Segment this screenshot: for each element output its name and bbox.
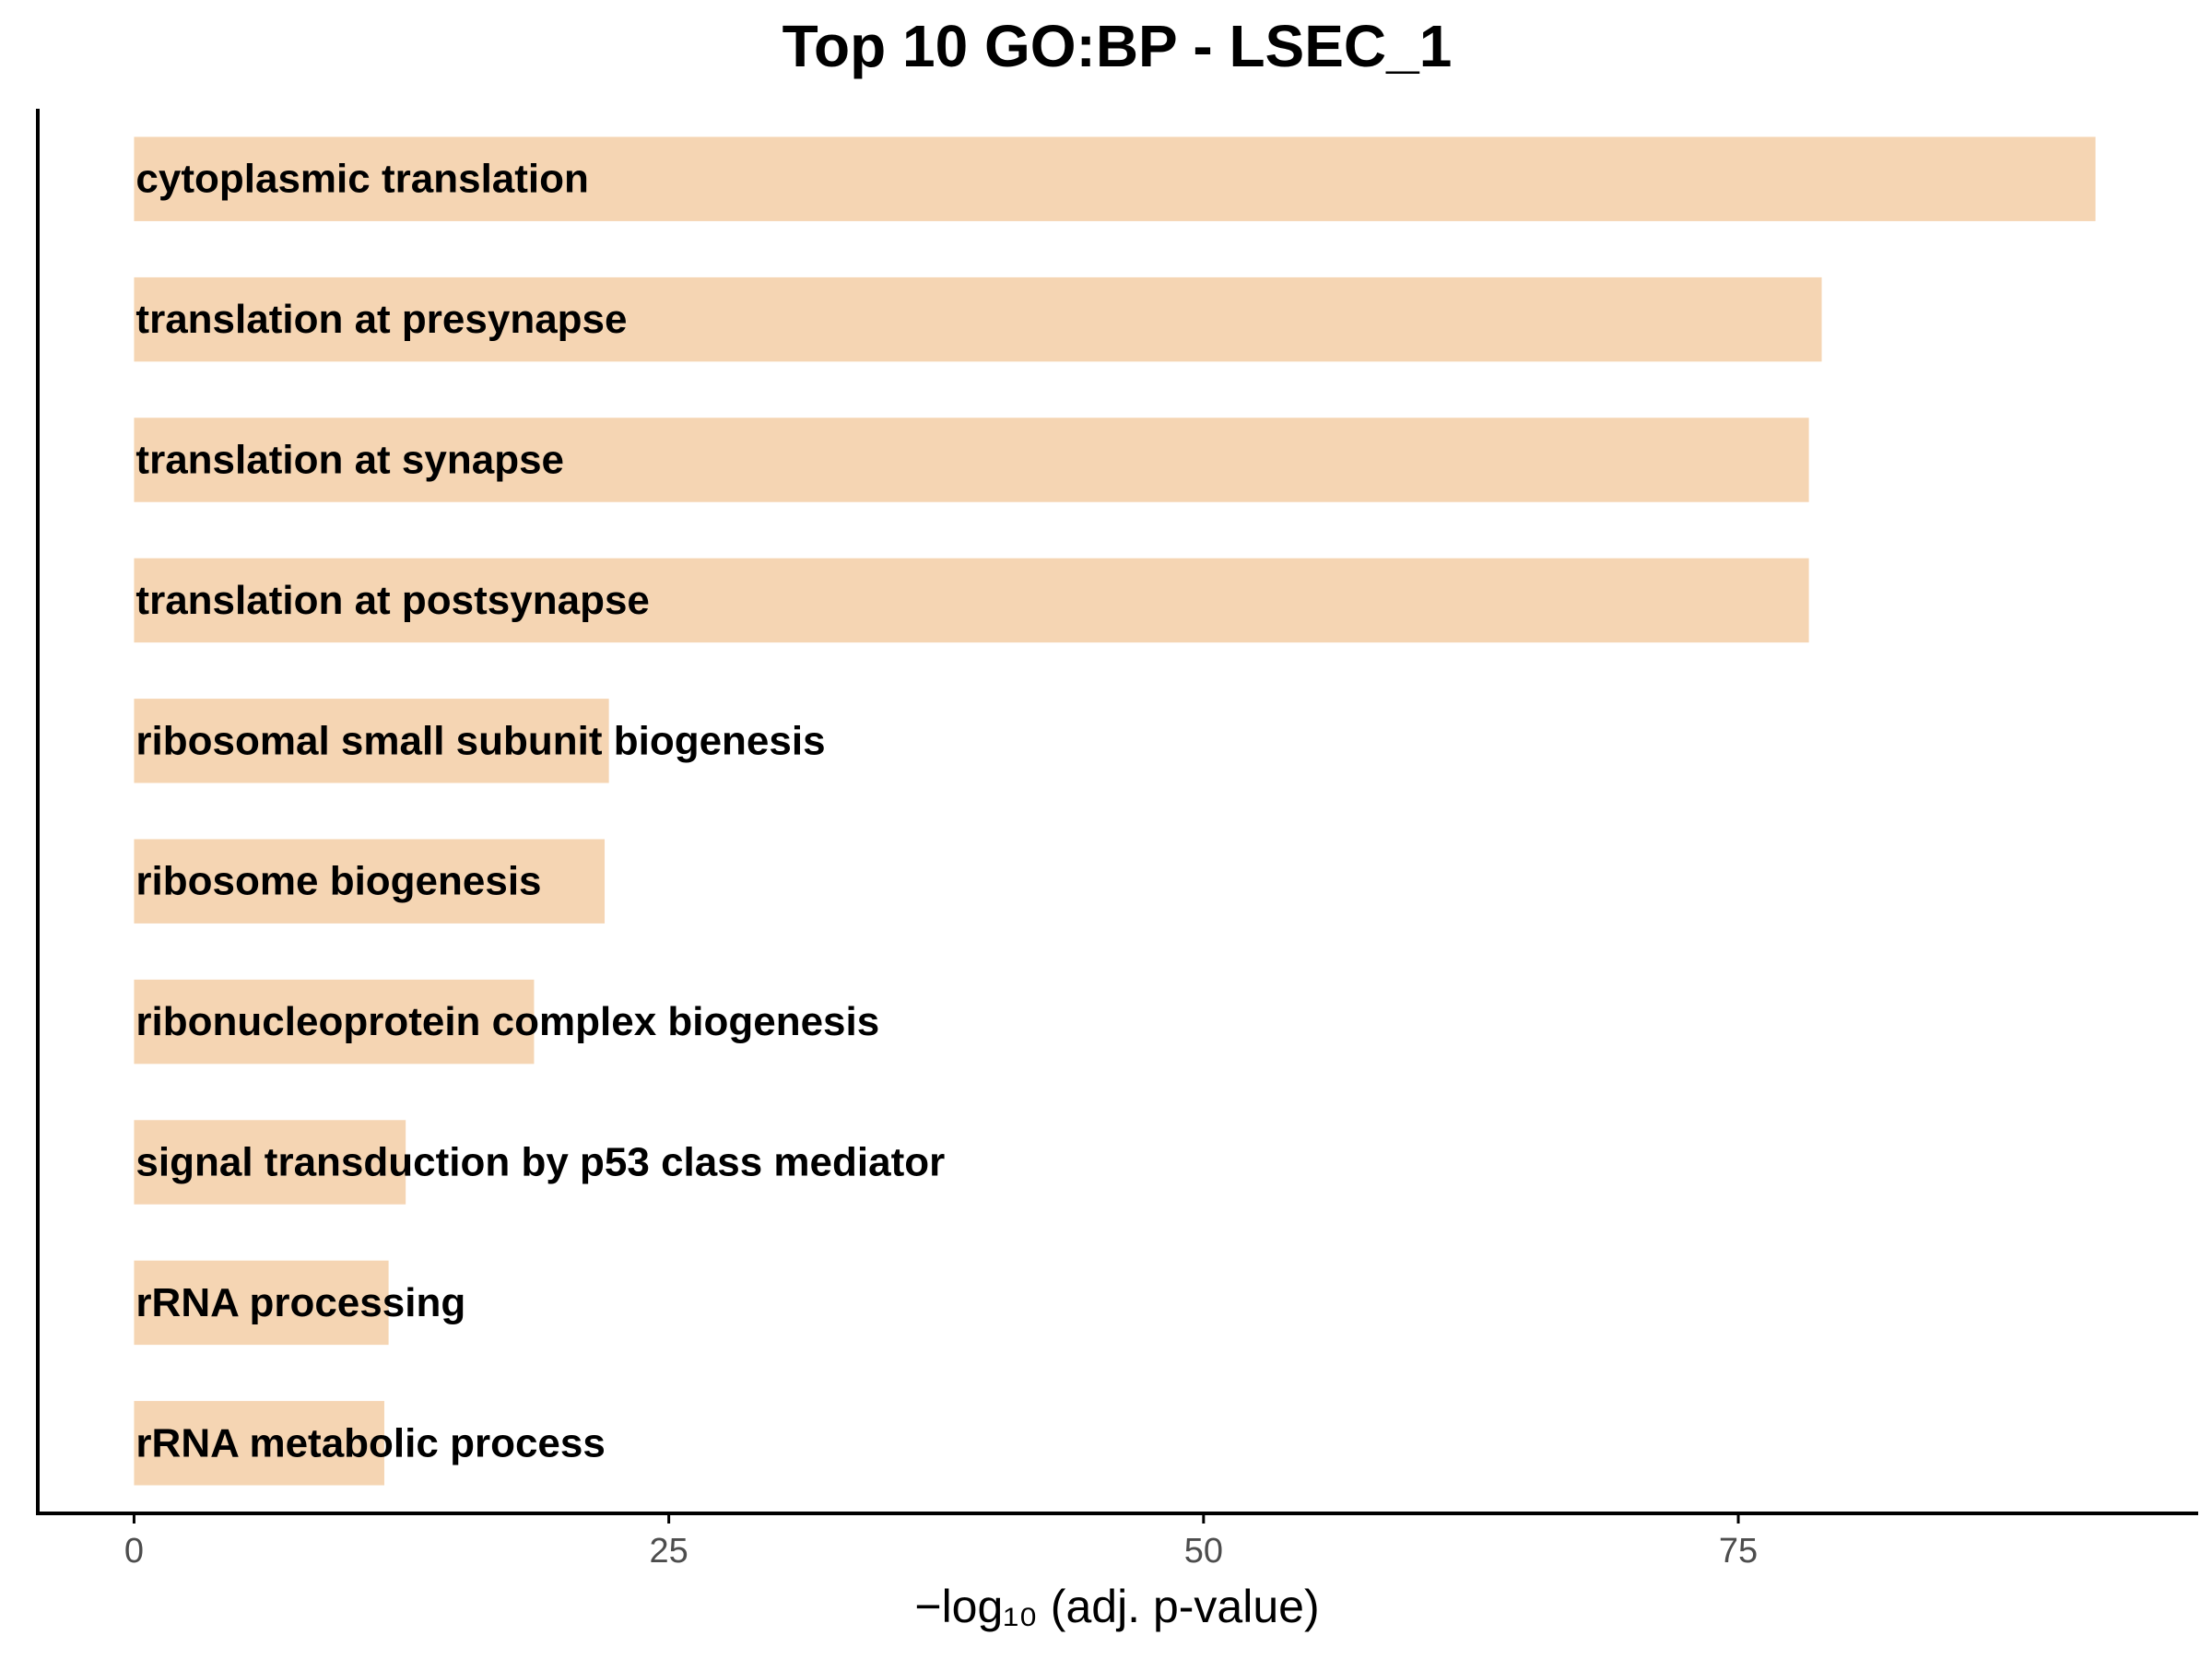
bar-label: cytoplasmic translation	[135, 157, 588, 202]
bar	[134, 979, 535, 1065]
bar-label: rRNA processing	[135, 1280, 465, 1325]
bar	[134, 1260, 389, 1346]
bar-label: ribosome biogenesis	[135, 859, 541, 904]
bar	[134, 136, 2096, 221]
bar	[134, 839, 606, 924]
bar	[134, 276, 1822, 362]
bar	[134, 1120, 406, 1205]
bars-group	[134, 136, 2096, 1486]
chart-title: Top 10 GO:BP - LSEC_1	[782, 13, 1453, 79]
bar-labels-group: cytoplasmic translation translation at pr…	[135, 157, 945, 1466]
x-tick-label: 25	[649, 1532, 688, 1571]
x-axis-title: −log₁₀ (adj. p-value)	[914, 1581, 1319, 1632]
x-tick-label: 0	[124, 1532, 144, 1571]
bar	[134, 418, 1809, 502]
bar	[134, 699, 609, 783]
x-ticks-group: 0 25 50 75	[124, 1513, 1758, 1571]
bar-label: ribosomal small subunit biogenesis	[135, 718, 825, 763]
bar-label: translation at presynapse	[135, 297, 627, 342]
bar-label: rRNA metabolic process	[135, 1420, 605, 1465]
bar-label: signal transduction by p53 class mediato…	[135, 1140, 945, 1185]
bar	[134, 558, 1809, 643]
x-tick-label: 50	[1184, 1532, 1223, 1571]
bar-label: translation at postsynapse	[135, 578, 649, 623]
bar	[134, 1401, 384, 1486]
bar-label: translation at synapse	[135, 438, 564, 483]
bar-label: ribonucleoprotein complex biogenesis	[135, 999, 879, 1044]
x-tick-label: 75	[1719, 1532, 1758, 1571]
